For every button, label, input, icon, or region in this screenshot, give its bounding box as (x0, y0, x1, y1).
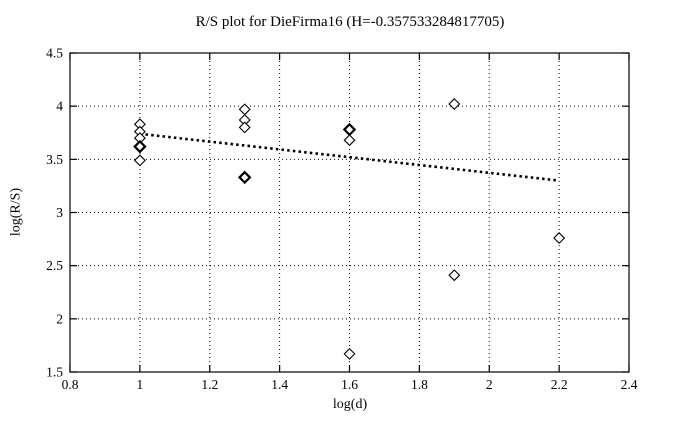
data-point-diamond (238, 121, 251, 134)
trend-line (139, 132, 560, 182)
data-point-diamond (343, 134, 356, 147)
x-tick-label: 0.8 (62, 377, 79, 392)
x-tick-label: 1.2 (201, 377, 218, 392)
data-point-diamond (133, 139, 147, 154)
y-tick-label: 2 (56, 311, 63, 326)
y-tick-label: 4 (56, 99, 63, 114)
data-point-diamond (133, 154, 146, 167)
y-tick-label: 3 (56, 205, 63, 220)
data-point-diamond (237, 170, 252, 185)
x-tick-label: 2.2 (551, 377, 568, 392)
x-tick-label: 2.4 (621, 377, 638, 392)
y-tick-label: 4.5 (46, 46, 63, 61)
chart-title: R/S plot for DieFirma16 (H=-0.3575332848… (195, 14, 505, 30)
x-tick-label: 2 (486, 377, 493, 392)
x-axis-label: log(d) (332, 397, 368, 412)
data-point-diamond (553, 232, 566, 244)
y-tick-label: 2.5 (46, 258, 63, 273)
x-tick-label: 1.8 (411, 377, 428, 392)
x-tick-label: 1 (137, 377, 144, 392)
data-point-diamond (343, 347, 356, 360)
data-point-diamond (448, 269, 461, 282)
x-tick-label: 1.6 (341, 377, 358, 392)
y-tick-label: 3.5 (46, 152, 63, 167)
y-tick-label: 1.5 (46, 365, 63, 380)
data-point-diamond (448, 98, 461, 111)
plot-border (69, 52, 630, 373)
data-point-diamond (238, 103, 251, 116)
x-tick-label: 1.4 (271, 377, 288, 392)
data-point-diamond (342, 122, 357, 137)
